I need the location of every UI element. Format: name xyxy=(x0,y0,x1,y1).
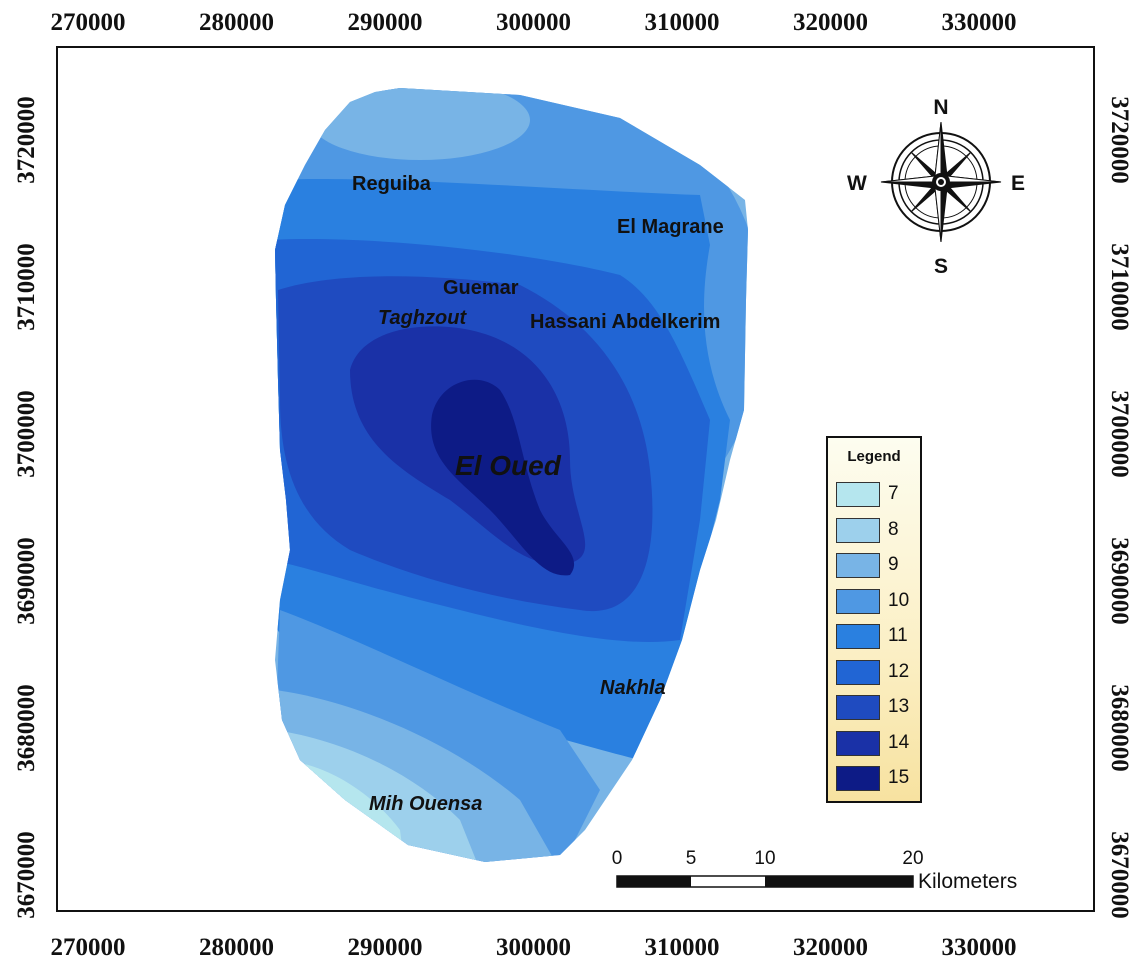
place-label-taghzout: Taghzout xyxy=(378,307,467,329)
legend-label: 8 xyxy=(888,518,899,540)
zone-15 xyxy=(431,379,575,576)
legend-swatch xyxy=(836,659,880,685)
y-axis-right: 3720000 3710000 3700000 3690000 3680000 36700… xyxy=(1106,96,1133,919)
legend-item-9: 9 xyxy=(836,553,920,579)
legend-swatch xyxy=(836,588,880,614)
y-tick-right-3710000: 3710000 xyxy=(1106,243,1133,331)
x-tick-top-270000: 270000 xyxy=(51,9,126,36)
x-tick-top-310000: 310000 xyxy=(645,9,720,36)
legend-item-11: 11 xyxy=(836,624,920,650)
legend-swatch xyxy=(836,695,880,720)
legend-item-10: 10 xyxy=(836,588,920,615)
legend-item-15: 15 xyxy=(836,766,920,792)
y-tick-right-3700000: 3700000 xyxy=(1106,390,1133,478)
x-tick-bottom-310000: 310000 xyxy=(645,934,720,961)
x-tick-bottom-320000: 320000 xyxy=(793,934,868,961)
place-label-hassani-abdelkerim: Hassani Abdelkerim xyxy=(530,311,720,333)
place-label-el-magrane: El Magrane xyxy=(617,216,724,238)
legend-item-13: 13 xyxy=(836,695,920,721)
legend-swatch xyxy=(836,482,880,507)
compass-s: S xyxy=(934,255,948,278)
legend-item-12: 12 xyxy=(836,659,920,686)
x-tick-bottom-290000: 290000 xyxy=(348,934,423,961)
legend-label: 13 xyxy=(888,696,910,717)
y-tick-right-3680000: 3680000 xyxy=(1106,684,1133,772)
scale-label-20: 20 xyxy=(902,848,923,869)
scale-label-0: 0 xyxy=(612,848,623,869)
legend-label: 11 xyxy=(888,625,908,646)
x-tick-top-320000: 320000 xyxy=(793,9,868,36)
x-tick-bottom-300000: 300000 xyxy=(496,934,571,961)
scale-label-5: 5 xyxy=(686,848,697,869)
place-label-mih-ouensa: Mih Ouensa xyxy=(369,793,482,815)
place-label-nakhla: Nakhla xyxy=(600,677,666,699)
legend-swatch xyxy=(836,517,880,543)
legend-swatch xyxy=(836,553,880,578)
legend-label: 14 xyxy=(888,731,910,753)
legend-item-14: 14 xyxy=(836,730,920,757)
legend-label: 12 xyxy=(888,660,910,682)
x-tick-top-300000: 300000 xyxy=(496,9,571,36)
legend: Legend 7 8 9 10 11 12 13 14 15 xyxy=(826,436,922,803)
scale-unit-label: Kilometers xyxy=(918,870,1017,893)
legend-label: 10 xyxy=(888,589,910,611)
compass-rose-icon: N S E W xyxy=(847,96,1025,278)
x-tick-bottom-280000: 280000 xyxy=(199,934,274,961)
zone-9-north xyxy=(310,88,530,160)
scale-bar: 0 5 10 20 Kilometers xyxy=(612,848,1017,893)
y-tick-left-3710000: 3710000 xyxy=(13,243,40,331)
legend-label: 15 xyxy=(888,767,910,788)
y-tick-right-3690000: 3690000 xyxy=(1106,537,1133,625)
y-tick-left-3680000: 3680000 xyxy=(13,684,40,772)
legend-item-8: 8 xyxy=(836,517,920,544)
y-tick-left-3690000: 3690000 xyxy=(13,537,40,625)
x-tick-bottom-330000: 330000 xyxy=(942,934,1017,961)
x-tick-bottom-270000: 270000 xyxy=(51,934,126,961)
x-tick-top-330000: 330000 xyxy=(942,9,1017,36)
compass-e: E xyxy=(1011,172,1025,195)
x-axis-top: 270000 280000 290000 300000 310000 320000 3300… xyxy=(51,9,1017,36)
legend-title: Legend xyxy=(847,448,901,465)
place-label-reguiba: Reguiba xyxy=(352,173,432,195)
x-axis-bottom: 270000 280000 290000 300000 310000 320000 3300… xyxy=(51,934,1017,961)
y-tick-left-3720000: 3720000 xyxy=(13,96,40,184)
place-label-guemar: Guemar xyxy=(443,277,519,299)
scale-label-10: 10 xyxy=(754,848,775,869)
legend-label: 9 xyxy=(888,554,899,575)
compass-w: W xyxy=(847,172,867,195)
x-tick-top-290000: 290000 xyxy=(348,9,423,36)
y-tick-left-3700000: 3700000 xyxy=(13,390,40,478)
scale-seg-3 xyxy=(765,876,913,887)
y-tick-right-3670000: 3670000 xyxy=(1106,831,1133,919)
legend-label: 7 xyxy=(888,483,899,504)
legend-swatch xyxy=(836,624,880,649)
legend-swatch xyxy=(836,766,880,791)
y-tick-left-3670000: 3670000 xyxy=(13,831,40,919)
legend-item-7: 7 xyxy=(836,482,920,508)
compass-n: N xyxy=(933,96,948,119)
legend-swatch xyxy=(836,730,880,756)
y-axis-left: 3720000 3710000 3700000 3690000 3680000 36700… xyxy=(13,96,40,919)
scale-seg-1 xyxy=(617,876,691,887)
place-label-el-oued: El Oued xyxy=(455,450,562,481)
y-tick-right-3720000: 3720000 xyxy=(1106,96,1133,184)
x-tick-top-280000: 280000 xyxy=(199,9,274,36)
